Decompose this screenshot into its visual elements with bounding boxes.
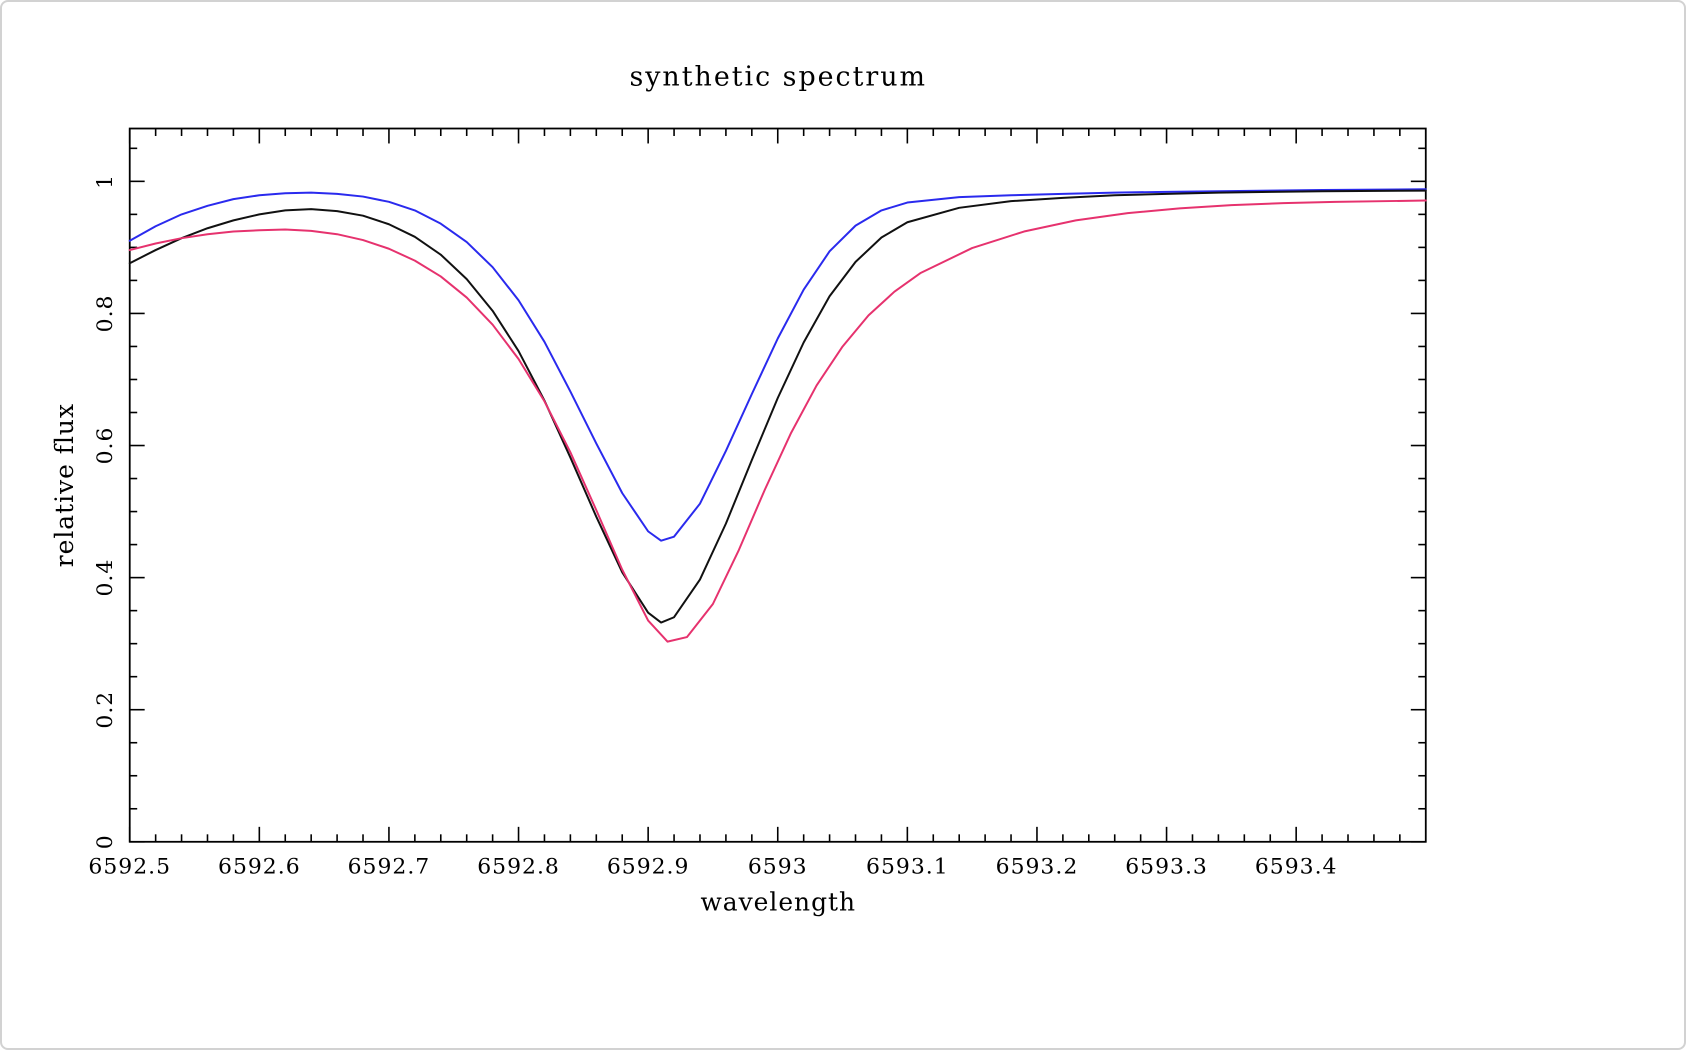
chart-title: synthetic spectrum xyxy=(629,62,927,93)
plot-frame xyxy=(128,127,1427,843)
curve-red xyxy=(128,199,1427,643)
curve-blue xyxy=(128,188,1427,542)
x-tick-label: 6592.5 xyxy=(88,855,171,880)
y-tick-label: 0.2 xyxy=(93,691,118,729)
x-tick-label: 6592.6 xyxy=(218,855,301,880)
x-tick-label: 6593.2 xyxy=(996,855,1079,880)
curve-black xyxy=(128,189,1427,624)
x-tick-label: 6593.4 xyxy=(1255,855,1338,880)
y-tick-label: 1 xyxy=(93,174,118,189)
x-tick-label: 6593 xyxy=(748,855,808,880)
y-tick-label: 0.4 xyxy=(93,559,118,597)
x-axis-label: wavelength xyxy=(700,888,856,917)
plot-area: 6592.5 6592.6 6592.7 6592.8 6592.9 6593 6593.1… xyxy=(88,127,1427,880)
y-tick-label: 0.6 xyxy=(93,427,118,465)
y-axis-label: relative flux xyxy=(50,403,79,567)
y-tick-label: 0.8 xyxy=(93,295,118,333)
x-tick-label: 6593.3 xyxy=(1125,855,1208,880)
x-tick-label: 6592.8 xyxy=(477,855,560,880)
x-tick-label: 6592.7 xyxy=(348,855,431,880)
x-tick-label: 6593.1 xyxy=(866,855,949,880)
x-tick-label: 6592.9 xyxy=(607,855,690,880)
y-tick-label: 0 xyxy=(93,834,118,849)
